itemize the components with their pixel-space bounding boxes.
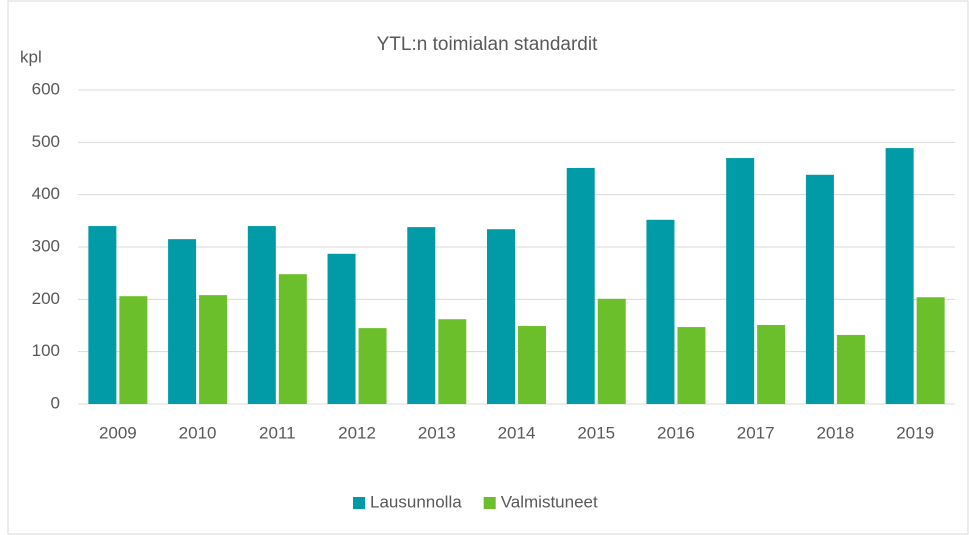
y-tick-label: 400 <box>32 184 60 203</box>
x-tick-label: 2014 <box>498 423 536 442</box>
y-tick-label: 200 <box>32 289 60 308</box>
bar <box>119 296 148 404</box>
bar <box>327 253 356 404</box>
bar <box>407 227 436 404</box>
bar <box>677 327 706 404</box>
bar <box>836 334 865 404</box>
x-tick-label: 2012 <box>338 423 376 442</box>
x-tick-label: 2015 <box>577 423 615 442</box>
bar <box>358 328 387 404</box>
x-tick-label: 2009 <box>99 423 137 442</box>
bar <box>916 297 945 404</box>
y-tick-label: 0 <box>51 393 60 412</box>
x-tick-label: 2017 <box>737 423 775 442</box>
bar <box>518 326 546 404</box>
y-tick-label: 600 <box>32 79 60 98</box>
bar <box>757 324 786 404</box>
x-tick-label: 2011 <box>259 423 296 442</box>
bar <box>726 158 755 404</box>
legend-swatch <box>353 497 365 509</box>
legend-label: Valmistuneet <box>501 492 598 511</box>
bar <box>597 298 626 404</box>
bar <box>88 226 117 404</box>
bar <box>247 226 276 404</box>
bar <box>566 167 595 404</box>
x-tick-label: 2013 <box>418 423 456 442</box>
x-tick-label: 2016 <box>657 423 695 442</box>
legend-swatch <box>483 497 496 509</box>
y-axis-label: kpl <box>20 47 42 66</box>
x-tick-label: 2010 <box>179 423 217 442</box>
y-tick-label: 500 <box>32 132 60 151</box>
y-tick-label: 300 <box>32 236 60 255</box>
x-tick-label: 2018 <box>816 423 854 442</box>
bar <box>278 274 307 404</box>
chart-title: YTL:n toimialan standardit <box>377 34 598 55</box>
bar <box>168 239 197 404</box>
bar <box>646 219 675 404</box>
bar <box>487 229 515 404</box>
x-tick-label: 2019 <box>896 423 934 442</box>
bar <box>438 319 467 404</box>
bar <box>805 174 834 404</box>
legend-label: Lausunnolla <box>370 492 462 511</box>
y-tick-label: 100 <box>32 341 60 360</box>
bar <box>885 148 914 404</box>
bar <box>199 295 228 404</box>
